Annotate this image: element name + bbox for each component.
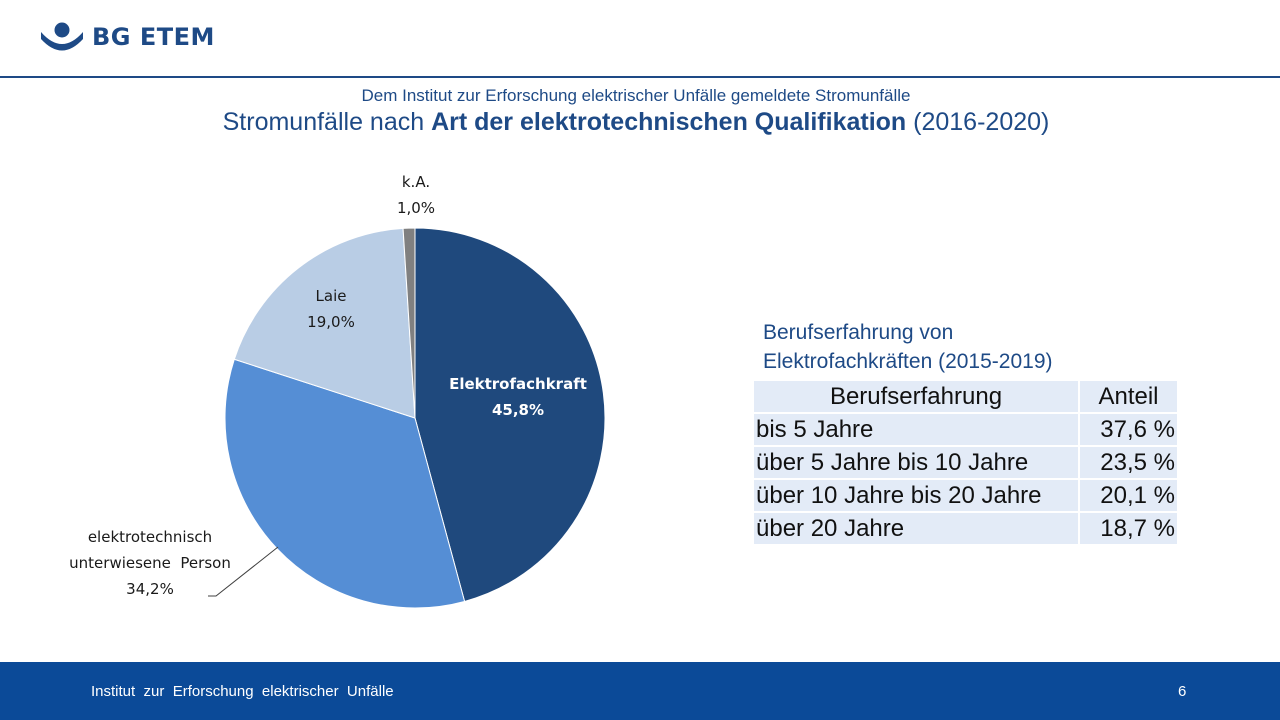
- pie-leader-line: [208, 546, 279, 597]
- chart-subtitle: Dem Institut zur Erforschung elektrische…: [361, 86, 911, 105]
- pie-label-unterwiesene-person-line1: elektrotechnisch: [87, 528, 213, 546]
- table-cell-category: über 5 Jahre bis 10 Jahre: [754, 447, 1078, 478]
- table-header-row: Berufserfahrung Anteil: [754, 381, 1177, 412]
- table-row: bis 5 Jahre 37,6 %: [754, 414, 1177, 445]
- bg-etem-logo-icon: [41, 22, 83, 51]
- pie-label-unterwiesene-person-line2: unterwiesene Person: [69, 554, 231, 572]
- table-cell-share: 23,5 %: [1080, 447, 1177, 478]
- table-cell-category: über 20 Jahre: [754, 513, 1078, 544]
- pie-label-laie-value: 19,0%: [307, 313, 355, 331]
- pie-label-laie-name: Laie: [315, 287, 347, 305]
- table-header-anteil: Anteil: [1080, 381, 1177, 412]
- table-row: über 5 Jahre bis 10 Jahre 23,5 %: [754, 447, 1177, 478]
- table-cell-share: 37,6 %: [1080, 414, 1177, 445]
- table-caption-line1: Berufserfahrung von: [763, 321, 954, 344]
- pie-label-elektrofachkraft-name: Elektrofachkraft: [449, 375, 587, 393]
- pie-slice-unterwiesene-person: [224, 358, 466, 609]
- pie-label-ka: k.A. 1,0%: [366, 169, 466, 221]
- footer-text: Institut zur Erforschung elektrischer Un…: [91, 683, 394, 700]
- pie-label-ka-name: k.A.: [401, 173, 431, 191]
- table-cell-share: 20,1 %: [1080, 480, 1177, 511]
- table-header-berufserfahrung: Berufserfahrung: [754, 381, 1078, 412]
- pie-label-elektrofachkraft-value: 45,8%: [491, 401, 545, 419]
- logo: BG ETEM: [40, 22, 215, 52]
- header-divider: [0, 76, 1280, 78]
- logo-text: BG ETEM: [92, 23, 215, 51]
- pie-label-laie: Laie 19,0%: [281, 283, 381, 335]
- table-cell-category: bis 5 Jahre: [754, 414, 1078, 445]
- pie-slice-laie: [233, 227, 416, 419]
- table-cell-category: über 10 Jahre bis 20 Jahre: [754, 480, 1078, 511]
- pie-label-unterwiesene-person-value: 34,2%: [126, 580, 174, 598]
- pie-label-ka-value: 1,0%: [396, 199, 436, 217]
- footer-bar: Institut zur Erforschung elektrischer Un…: [0, 662, 1280, 720]
- table-row: über 10 Jahre bis 20 Jahre 20,1 %: [754, 480, 1177, 511]
- table-row: über 20 Jahre 18,7 %: [754, 513, 1177, 544]
- chart-title-prefix: Stromunfälle nach: [222, 108, 432, 136]
- chart-title-suffix: (2016-2020): [906, 108, 1050, 136]
- experience-table: Berufserfahrung Anteil bis 5 Jahre 37,6 …: [752, 379, 1179, 546]
- chart-title-bold: Art der elektrotechnischen Qualifikation: [431, 108, 907, 136]
- pie-label-unterwiesene-person: elektrotechnisch unterwiesene Person 34,…: [40, 524, 260, 602]
- pie-slice-ka: [402, 227, 416, 419]
- table-cell-share: 18,7 %: [1080, 513, 1177, 544]
- page-number: 6: [1178, 683, 1187, 700]
- pie-label-elektrofachkraft: Elektrofachkraft 45,8%: [418, 371, 618, 423]
- pie-slice-elektrofachkraft: [414, 227, 606, 603]
- table-caption: Berufserfahrung von Elektrofachkräften (…: [763, 318, 1053, 376]
- chart-title: Stromunfälle nach Art der elektrotechnis…: [0, 108, 1272, 137]
- table-caption-line2: Elektrofachkräften (2015-2019): [763, 350, 1053, 373]
